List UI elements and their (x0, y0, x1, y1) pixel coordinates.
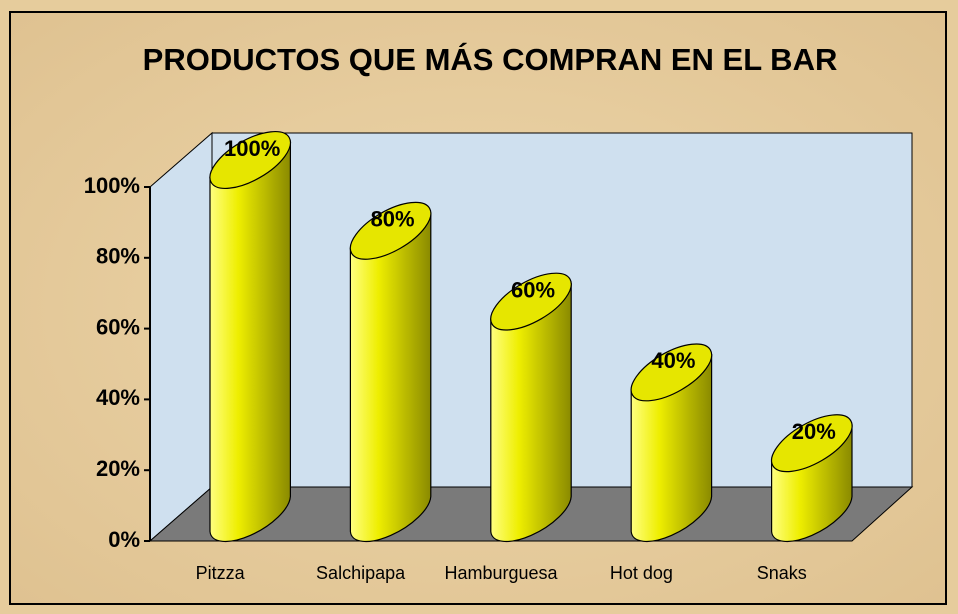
value-label: 100% (224, 136, 280, 161)
x-tick-label: Salchipapa (316, 563, 406, 583)
x-tick-label: Snaks (757, 563, 807, 583)
bar (770, 414, 853, 543)
y-tick-label: 100% (84, 173, 140, 198)
y-tick-label: 20% (96, 456, 140, 481)
y-tick-label: 0% (108, 527, 140, 552)
bar (209, 131, 292, 543)
value-label: 20% (792, 419, 836, 444)
bar (630, 343, 713, 543)
y-tick-label: 60% (96, 314, 140, 339)
value-label: 40% (651, 348, 695, 373)
value-label: 60% (511, 277, 555, 302)
y-tick-label: 40% (96, 385, 140, 410)
side-wall (149, 131, 213, 543)
chart-title: PRODUCTOS QUE MÁS COMPRAN EN EL BAR (143, 42, 838, 77)
value-label: 80% (371, 207, 415, 232)
x-tick-label: Pitzza (196, 563, 246, 583)
bar (349, 201, 432, 543)
x-tick-label: Hamburguesa (444, 563, 558, 583)
x-tick-label: Hot dog (610, 563, 673, 583)
bar (490, 272, 572, 543)
y-tick-label: 80% (96, 244, 140, 269)
